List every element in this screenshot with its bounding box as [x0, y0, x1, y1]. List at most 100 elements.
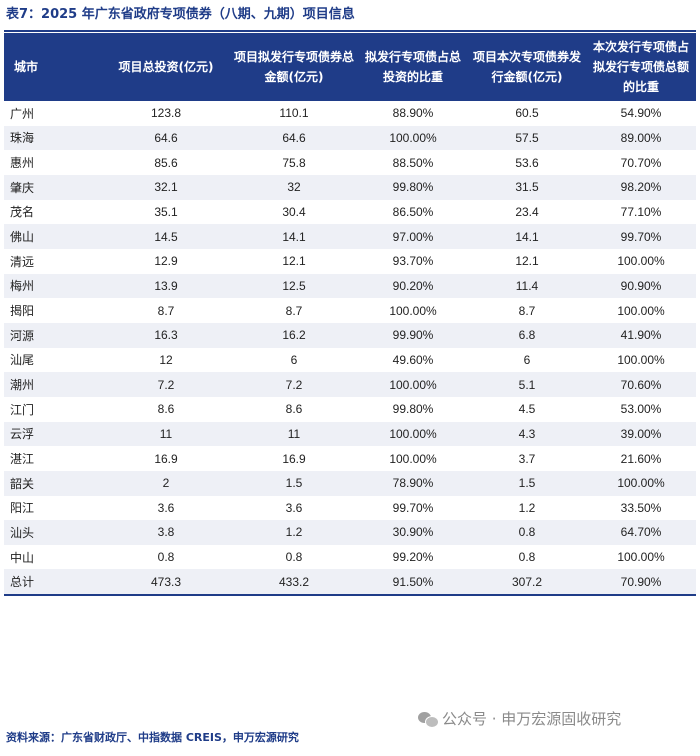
cell-planned-bond-amount: 64.6 — [230, 125, 358, 151]
cell-city: 云浮 — [4, 421, 102, 447]
cell-city: 汕头 — [4, 520, 102, 545]
cell-current-share: 77.10% — [620, 204, 662, 219]
table-total-row: 总计 473.3 433.2 91.50% 307.2 70.90% — [4, 569, 696, 597]
table-row: 中山 0.8 0.8 99.20% 0.8 100.00% — [4, 545, 696, 570]
cell-planned-bond-amount: 1.5 — [230, 470, 358, 496]
cell-city: 惠州 — [10, 156, 35, 171]
cell-city: 珠海 — [4, 125, 102, 151]
watermark: 公众号 · 申万宏源固收研究 — [418, 708, 621, 729]
table-title: 表7：2025 年广东省政府专项债券（八期、九期）项目信息 — [6, 7, 355, 22]
source-note: 资料来源：广东省财政厅、中指数据 CREIS，申万宏源研究 — [6, 731, 299, 744]
cell-current-issue-amount: 12.1 — [515, 254, 539, 269]
cell-city: 揭阳 — [10, 304, 35, 319]
cell-total-investment: 473.3 — [102, 569, 230, 597]
cell-planned-share: 100.00% — [358, 372, 468, 397]
header-city: 城市 — [4, 33, 102, 101]
table-row: 揭阳 8.7 8.7 100.00% 8.7 100.00% — [4, 298, 696, 323]
cell-total-investment: 16.3 — [102, 322, 230, 348]
cell-city: 佛山 — [4, 224, 102, 249]
cell-current-share: 99.70% — [586, 224, 696, 249]
cell-current-issue-amount: 60.5 — [515, 106, 539, 121]
table-row: 珠海 64.6 64.6 100.00% 57.5 89.00% — [4, 125, 696, 151]
cell-planned-bond-amount: 75.8 — [282, 155, 306, 170]
cell-total-investment: 123.8 — [150, 106, 182, 121]
cell-planned-bond-amount: 11 — [230, 421, 358, 447]
cell-planned-bond-amount: 3.6 — [285, 500, 303, 515]
cell-total-investment: 85.6 — [154, 155, 178, 170]
cell-total-investment: 12.9 — [154, 254, 178, 269]
cell-current-share: 64.70% — [586, 520, 696, 545]
cell-planned-share: 90.20% — [358, 273, 468, 299]
cell-current-share: 100.00% — [617, 254, 665, 269]
cell-current-issue-amount: 8.7 — [518, 303, 536, 318]
cell-current-issue-amount: 4.5 — [518, 402, 536, 417]
cell-planned-bond-amount: 0.8 — [285, 550, 303, 565]
cell-current-share: 89.00% — [586, 125, 696, 151]
cell-planned-bond-amount: 8.6 — [285, 402, 303, 417]
cell-current-share: 53.00% — [620, 402, 662, 417]
cell-planned-share: 30.90% — [358, 520, 468, 545]
table-row: 梅州 13.9 12.5 90.20% 11.4 90.90% — [4, 273, 696, 299]
cell-current-issue-amount: 23.4 — [515, 204, 539, 219]
cell-planned-bond-amount: 433.2 — [230, 569, 358, 597]
cell-current-share: 90.90% — [586, 273, 696, 299]
cell-city: 湛江 — [10, 452, 35, 467]
cell-total-investment: 35.1 — [154, 204, 178, 219]
cell-current-share: 98.20% — [586, 174, 696, 200]
cell-planned-share: 99.80% — [392, 402, 434, 417]
cell-planned-share: 99.20% — [392, 550, 434, 565]
cell-planned-share: 78.90% — [358, 470, 468, 496]
table-row: 清远 12.9 12.1 93.70% 12.1 100.00% — [4, 249, 696, 274]
watermark-text: 公众号 · 申万宏源固收研究 — [442, 710, 622, 728]
cell-current-share: 70.70% — [620, 155, 662, 170]
cell-city: 韶关 — [4, 470, 102, 496]
cell-planned-bond-amount: 16.2 — [230, 322, 358, 348]
header-planned-share: 拟发行专项债占总投资的比重 — [358, 33, 468, 101]
cell-current-issue-amount: 1.2 — [518, 500, 536, 515]
cell-planned-bond-amount: 1.2 — [230, 520, 358, 545]
table-row: 河源 16.3 16.2 99.90% 6.8 41.90% — [4, 322, 696, 348]
cell-planned-bond-amount: 7.2 — [230, 372, 358, 397]
table-row: 江门 8.6 8.6 99.80% 4.5 53.00% — [4, 397, 696, 422]
cell-planned-share: 88.50% — [392, 155, 434, 170]
cell-total-investment: 3.8 — [102, 520, 230, 545]
cell-total-investment: 64.6 — [102, 125, 230, 151]
cell-current-share: 41.90% — [586, 322, 696, 348]
cell-current-issue-amount: 307.2 — [468, 569, 586, 597]
cell-current-issue-amount: 3.7 — [518, 451, 536, 466]
header-current-share: 本次发行专项债占拟发行专项债总额的比重 — [586, 33, 696, 101]
cell-planned-bond-amount: 12.5 — [230, 273, 358, 299]
cell-current-issue-amount: 1.5 — [468, 470, 586, 496]
cell-total-investment: 12 — [159, 352, 173, 367]
cell-planned-share: 99.80% — [358, 174, 468, 200]
table-row: 广州 123.8 110.1 88.90% 60.5 54.90% — [4, 101, 696, 126]
cell-current-share: 54.90% — [620, 106, 662, 121]
cell-city: 茂名 — [10, 205, 35, 220]
table-header-row: 城市 项目总投资(亿元) 项目拟发行专项债券总金额(亿元) 拟发行专项债占总投资… — [4, 33, 696, 101]
cell-total-investment: 13.9 — [102, 273, 230, 299]
cell-planned-share: 93.70% — [392, 254, 434, 269]
cell-planned-share: 100.00% — [358, 125, 468, 151]
cell-total-investment: 2 — [102, 470, 230, 496]
cell-total-investment: 16.9 — [154, 451, 178, 466]
cell-city: 广州 — [10, 106, 35, 121]
cell-city: 总计 — [4, 569, 102, 597]
wechat-icon — [418, 711, 439, 728]
cell-current-issue-amount: 53.6 — [515, 155, 539, 170]
cell-current-share: 39.00% — [586, 421, 696, 447]
cell-total-investment: 8.6 — [157, 402, 175, 417]
cell-current-share: 70.90% — [586, 569, 696, 597]
cell-current-share: 100.00% — [586, 470, 696, 496]
cell-planned-share: 97.00% — [358, 224, 468, 249]
cell-planned-bond-amount: 12.1 — [282, 254, 306, 269]
cell-city: 清远 — [10, 254, 35, 269]
table-row: 韶关 2 1.5 78.90% 1.5 100.00% — [4, 470, 696, 496]
cell-planned-share: 100.00% — [389, 303, 437, 318]
cell-city: 中山 — [10, 550, 35, 565]
table-row: 惠州 85.6 75.8 88.50% 53.6 70.70% — [4, 150, 696, 175]
cell-planned-bond-amount: 16.9 — [282, 451, 306, 466]
cell-current-issue-amount: 57.5 — [468, 125, 586, 151]
table-row: 佛山 14.5 14.1 97.00% 14.1 99.70% — [4, 224, 696, 249]
cell-planned-bond-amount: 32 — [230, 174, 358, 200]
cell-total-investment: 7.2 — [102, 372, 230, 397]
